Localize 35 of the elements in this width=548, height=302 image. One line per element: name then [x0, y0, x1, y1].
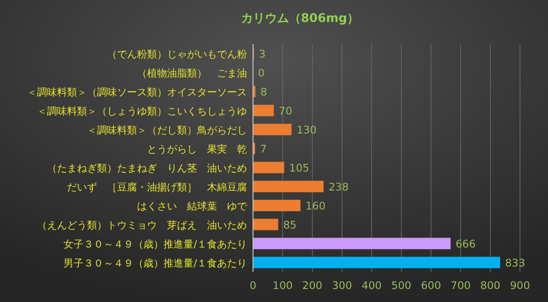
data-label: 8 [260, 86, 268, 98]
y-tick-label: とうがらし 果実 乾 [147, 144, 247, 156]
y-tick-label: （たまねぎ類）たまねぎ りん茎 油いため [47, 162, 247, 174]
x-tick-label: 200 [302, 280, 322, 292]
x-tick-label: 300 [332, 280, 352, 292]
data-label: 130 [296, 124, 317, 136]
data-label: 160 [305, 200, 326, 212]
y-tick-label: （でん粉類）じゃがいもでん粉 [107, 48, 247, 60]
x-tick-label: 500 [391, 280, 412, 292]
data-label: 70 [278, 106, 292, 118]
data-label: 85 [283, 220, 297, 232]
x-tick-label: 400 [362, 280, 382, 292]
x-tick-label: 100 [272, 280, 293, 292]
y-tick-label: （えんどう類）トウミョウ 芽ばえ 油いため [37, 220, 247, 232]
y-tick-label: だいず ［豆腐・油揚げ類］ 木綿豆腐 [67, 182, 247, 194]
data-label: 7 [260, 144, 267, 156]
chart-title: カリウム（806mg） [240, 11, 360, 25]
data-label: 666 [456, 238, 476, 250]
x-tick-label: 900 [510, 280, 530, 292]
data-label: 238 [328, 182, 349, 194]
data-label: 0 [258, 68, 265, 80]
x-tick-label: 0 [250, 280, 256, 292]
x-tick-label: 600 [420, 280, 442, 292]
y-tick-label: 女子３０～４９（歳）推進量/１食あたり [64, 238, 247, 250]
y-tick-label: （植物油脂類） ごま油 [137, 68, 247, 80]
x-tick-label: 700 [450, 280, 471, 292]
y-tick-label: ＜調味料類＞（調味ソース類）オイスターソース [27, 86, 247, 98]
y-tick-label: 男子３０～４９（歳）推進量/１食あたり [64, 258, 247, 270]
y-tick-label: ＜調味料類＞（だし類）鳥がらだし [87, 124, 247, 136]
data-label: 833 [505, 258, 526, 270]
data-label: 105 [289, 162, 310, 174]
data-label: 3 [258, 48, 266, 60]
y-tick-label: はくさい 結球葉 ゆで [137, 200, 248, 212]
y-tick-label: ＜調味料類＞（しょうゆ類）こいくちしょうゆ [37, 106, 247, 118]
x-tick-label: 800 [480, 280, 500, 292]
